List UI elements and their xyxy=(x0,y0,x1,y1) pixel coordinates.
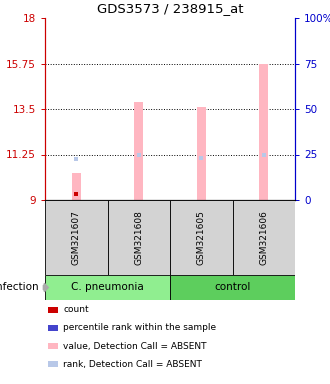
Text: C. pneumonia: C. pneumonia xyxy=(71,283,144,293)
Bar xyxy=(134,102,144,200)
Bar xyxy=(45,200,108,275)
Text: GSM321607: GSM321607 xyxy=(72,210,81,265)
Text: GSM321605: GSM321605 xyxy=(197,210,206,265)
Bar xyxy=(72,173,81,200)
Title: GDS3573 / 238915_at: GDS3573 / 238915_at xyxy=(97,2,243,15)
Text: infection: infection xyxy=(0,283,38,293)
Bar xyxy=(45,275,170,300)
Text: value, Detection Call = ABSENT: value, Detection Call = ABSENT xyxy=(63,341,207,351)
Text: GSM321606: GSM321606 xyxy=(259,210,268,265)
Bar xyxy=(233,200,295,275)
Text: count: count xyxy=(63,306,89,314)
Bar xyxy=(170,275,295,300)
Bar xyxy=(259,63,268,200)
Bar xyxy=(108,200,170,275)
Text: rank, Detection Call = ABSENT: rank, Detection Call = ABSENT xyxy=(63,359,202,369)
Bar xyxy=(197,107,206,200)
Text: percentile rank within the sample: percentile rank within the sample xyxy=(63,323,216,333)
Bar xyxy=(170,200,233,275)
Text: GSM321608: GSM321608 xyxy=(134,210,143,265)
Text: control: control xyxy=(214,283,251,293)
